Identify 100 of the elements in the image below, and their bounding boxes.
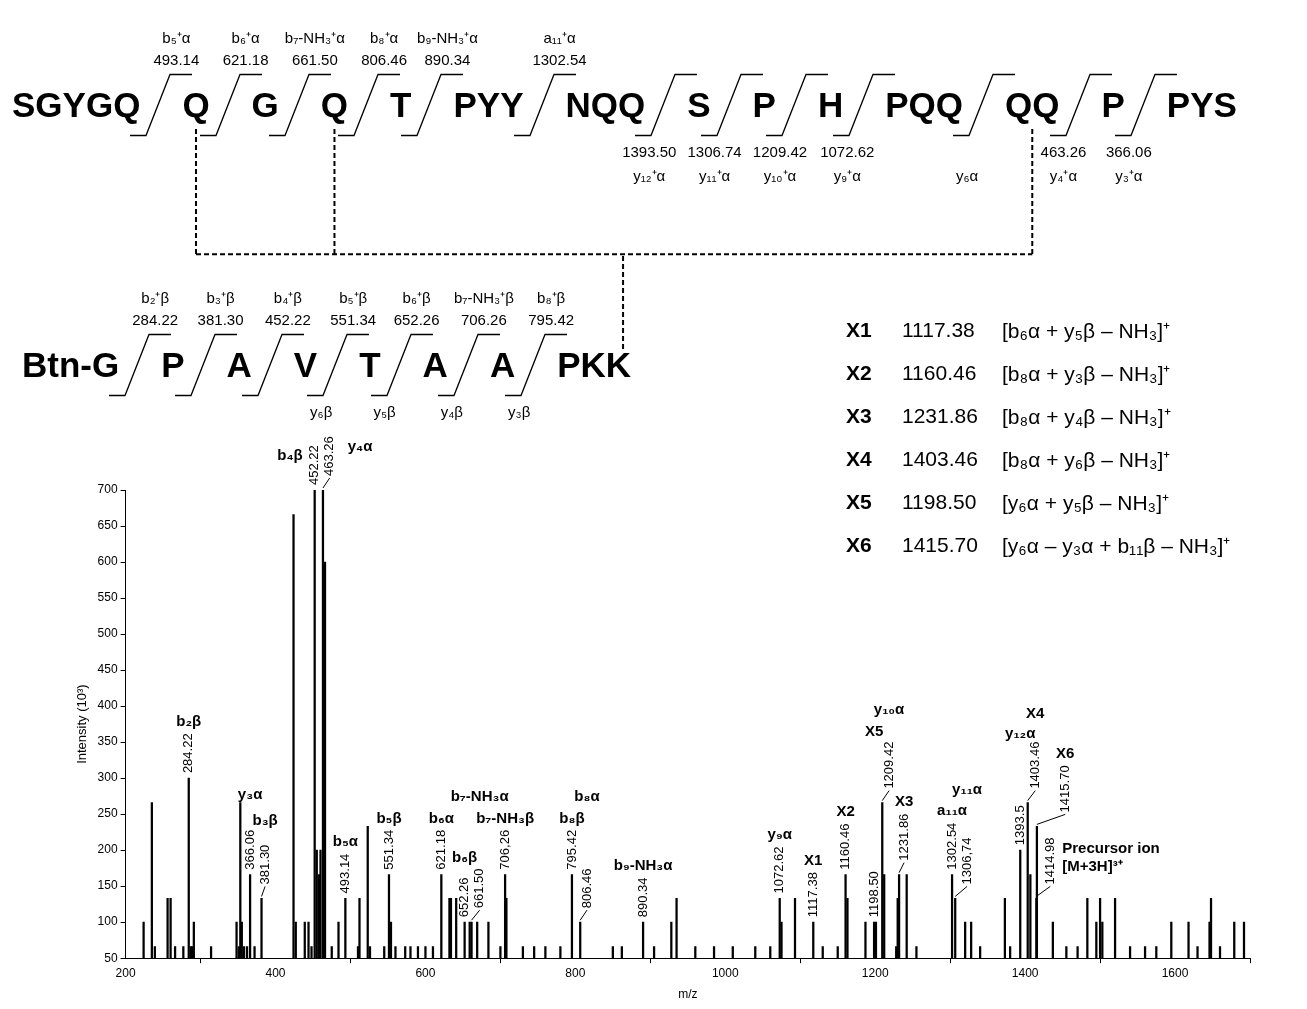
annotation: y₁₀α xyxy=(873,700,906,718)
category-label: P xyxy=(1100,85,1126,125)
text: 493.14 xyxy=(153,51,200,69)
category-label: Q xyxy=(319,85,350,125)
annotation: Precursor ion [M+3H]³⁺ xyxy=(1062,839,1160,875)
text: 1306.74 xyxy=(687,143,742,161)
annotation: 1306,74 xyxy=(958,837,974,885)
text: 1393.50 xyxy=(622,143,677,161)
text: y₁₂⁺α xyxy=(633,167,666,185)
category-label: A xyxy=(488,345,517,385)
annotation: X6 xyxy=(1056,744,1075,762)
text: 1403.46 xyxy=(902,446,979,471)
annotation: X1 xyxy=(804,850,823,868)
text: b₆⁺β xyxy=(402,289,431,307)
text: y₄β xyxy=(440,403,464,421)
text: y₄α xyxy=(347,436,374,454)
annotation: b₆α xyxy=(428,808,455,826)
text: X2 xyxy=(846,360,873,385)
annotation: 1072.62 xyxy=(771,846,787,894)
y-tick-label: 600 xyxy=(97,554,118,569)
text: y₄⁺α xyxy=(1049,167,1078,185)
y-tick-label: 300 xyxy=(97,770,118,785)
annotation: [y₆α – y₃α + b₁₁β – NH₃]⁺ xyxy=(1002,532,1231,559)
category-label: QQ xyxy=(1004,85,1061,125)
category-label: T xyxy=(389,85,413,125)
text: 452.22 xyxy=(264,311,311,329)
text: 1160.46 xyxy=(902,360,978,385)
annotation: 661.50 xyxy=(471,868,487,909)
y-tick-label: 50 xyxy=(104,950,118,965)
annotation: 284.22 xyxy=(180,733,196,774)
annotation: X2 xyxy=(836,802,855,820)
annotation: 1198.50 xyxy=(902,489,978,514)
text: b₅⁺α xyxy=(162,29,191,47)
annotation: y₉α xyxy=(767,825,793,843)
annotation: 795.42 xyxy=(563,829,579,870)
text: 1231.86 xyxy=(902,403,979,428)
annotation: 1198.50 xyxy=(865,871,881,918)
annotation: y₁₂α xyxy=(1005,724,1037,742)
annotation: 1414.98 xyxy=(1041,837,1057,885)
category-label: G xyxy=(250,85,280,125)
x-tick-label: 200 xyxy=(115,965,136,980)
text: 652.26 xyxy=(393,311,440,329)
category-label: S xyxy=(686,85,712,125)
x-axis-title: m/z xyxy=(678,987,698,1002)
category-label: Btn-G xyxy=(21,345,121,385)
category-label: PQQ xyxy=(884,85,965,125)
annotation: 551.34 xyxy=(380,829,396,870)
annotation: b₅β xyxy=(376,808,402,826)
y-axis-title: Intensity (10³) xyxy=(74,684,90,764)
text: b₈⁺α xyxy=(369,29,399,47)
annotation: X5 xyxy=(864,721,884,739)
annotation: b₅α xyxy=(332,832,359,850)
text: b₅⁺β xyxy=(339,289,368,307)
annotation: 1231.86 xyxy=(895,813,911,861)
text: y₆β xyxy=(310,403,333,421)
text: 706.26 xyxy=(460,311,507,329)
x-tick-label: 1400 xyxy=(1011,965,1039,980)
annotation: b₃β xyxy=(252,811,278,829)
category-label: Q xyxy=(181,85,211,125)
text: 1072.62 xyxy=(820,143,875,161)
text: 795.42 xyxy=(528,311,575,329)
annotation: b₉-NH₃α xyxy=(613,856,674,874)
annotation: 621.18 xyxy=(432,829,448,870)
text: y₅β xyxy=(373,403,396,421)
text: [b₆α + y₅β – NH₃]⁺ xyxy=(1002,317,1171,344)
annotation: 652.26 xyxy=(456,877,472,918)
annotation: a₁₁α xyxy=(937,801,968,819)
annotation: 452.22 xyxy=(306,445,322,485)
category-label: PKK xyxy=(556,345,633,385)
annotation: [y₆α + y₅β – NH₃]⁺ xyxy=(1002,489,1169,516)
x-tick-label: 1000 xyxy=(711,965,739,980)
text: 1117.38 xyxy=(902,317,976,342)
category-label: H xyxy=(816,85,845,125)
text: 1302.54 xyxy=(532,51,587,69)
text: [b₈α + y₆β – NH₃]⁺ xyxy=(1002,446,1171,473)
text: b₄⁺β xyxy=(273,289,302,307)
annotation: b₇-NH₃α xyxy=(450,787,510,805)
x-tick-label: 1200 xyxy=(861,965,889,980)
text: b₆⁺α xyxy=(231,29,260,47)
text: y₃β xyxy=(508,403,531,421)
y-tick-label: 700 xyxy=(97,482,118,497)
category-label: PYY xyxy=(452,85,525,125)
x-tick-label: 1600 xyxy=(1161,965,1189,980)
annotation: X3 xyxy=(894,792,914,810)
text: 551.34 xyxy=(330,311,377,329)
text: y₃⁺α xyxy=(1115,167,1143,185)
text: 463.26 xyxy=(1040,143,1087,161)
y-tick-label: 150 xyxy=(97,878,118,893)
annotation: 1403.46 xyxy=(1026,741,1042,789)
annotation: 1415.70 xyxy=(902,532,979,557)
y-tick-label: 100 xyxy=(97,914,118,929)
text: b₄β xyxy=(277,445,303,463)
category-label: P xyxy=(160,345,186,385)
text: b₂⁺β xyxy=(141,289,170,307)
annotation: 381.30 xyxy=(256,844,272,885)
text: y₉⁺α xyxy=(833,167,861,185)
annotation: 1209.42 xyxy=(880,741,896,789)
category-label: P xyxy=(751,85,777,125)
annotation: b₂β xyxy=(176,712,202,729)
annotation: y₃α xyxy=(237,784,264,802)
